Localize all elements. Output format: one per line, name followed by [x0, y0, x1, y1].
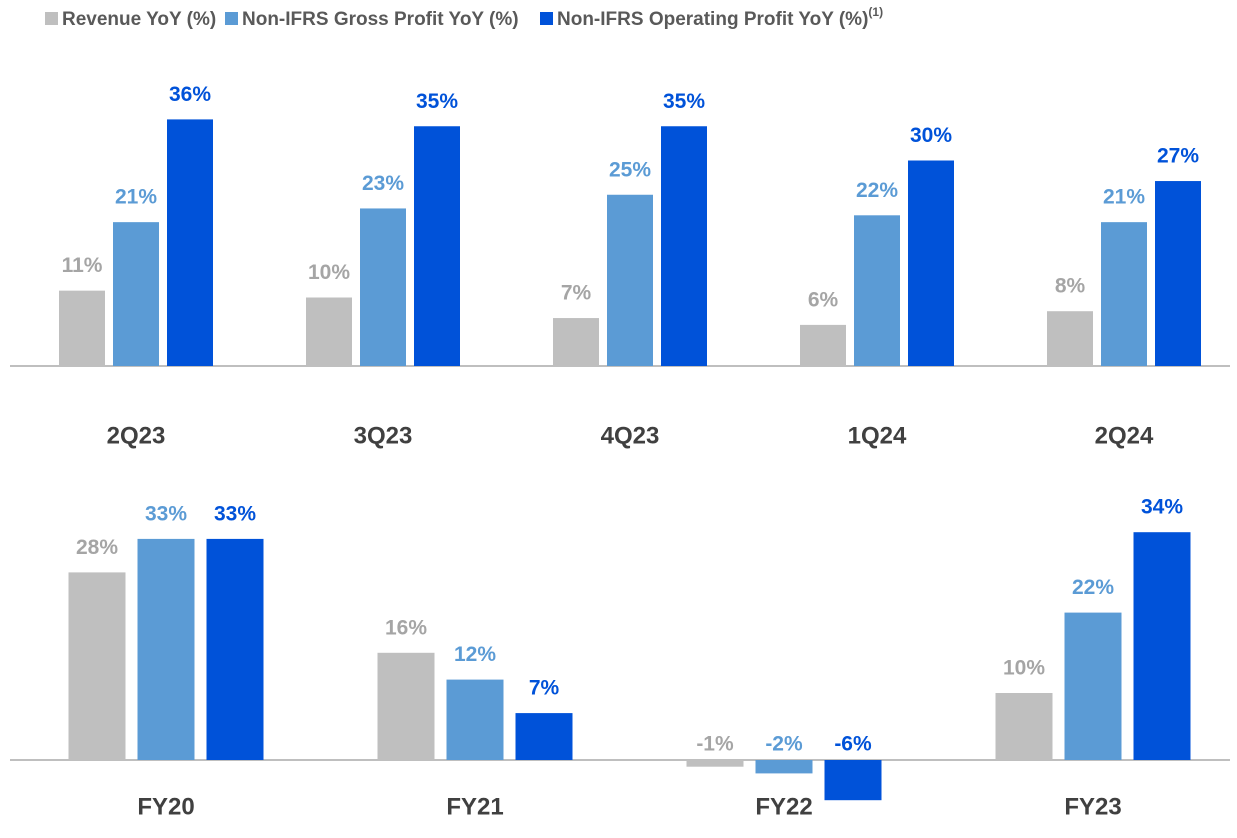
- bar: [553, 318, 599, 366]
- legend-footnote: (1): [868, 5, 883, 19]
- bar: [854, 215, 900, 366]
- x-tick-label: FY20: [137, 793, 194, 820]
- data-label: 34%: [1141, 496, 1183, 519]
- bar: [515, 713, 573, 760]
- data-label: 8%: [1055, 275, 1086, 298]
- data-label: -1%: [696, 733, 734, 756]
- data-label: 23%: [362, 172, 404, 195]
- bar: [167, 119, 213, 367]
- data-label: 7%: [529, 677, 560, 700]
- bar: [306, 297, 352, 366]
- legend-label: Non-IFRS Gross Profit YoY (%): [242, 9, 519, 30]
- bar: [995, 693, 1053, 760]
- data-label: 33%: [214, 502, 256, 525]
- bar: [1133, 532, 1191, 760]
- x-tick-label: 2Q24: [1095, 422, 1154, 449]
- x-tick-label: 3Q23: [354, 422, 413, 449]
- data-label: 10%: [1003, 657, 1045, 680]
- bar: [755, 760, 813, 774]
- x-tick-label: 1Q24: [848, 422, 907, 449]
- data-label: 30%: [910, 124, 952, 147]
- data-label: 11%: [62, 254, 103, 277]
- data-label: 27%: [1157, 145, 1199, 168]
- legend-swatch: [45, 12, 58, 25]
- bar: [607, 194, 653, 366]
- bar: [800, 324, 846, 366]
- bar: [1047, 311, 1093, 366]
- data-label: 7%: [561, 282, 592, 305]
- data-label: 28%: [76, 536, 118, 559]
- bar: [360, 208, 406, 366]
- x-tick-label: FY21: [446, 793, 503, 820]
- x-tick-label: FY23: [1064, 793, 1121, 820]
- data-label: 21%: [1103, 186, 1145, 209]
- data-label: 6%: [808, 288, 839, 311]
- bar: [661, 126, 707, 366]
- legend-swatch: [540, 12, 553, 25]
- bar: [113, 222, 159, 366]
- x-tick-label: 4Q23: [601, 422, 660, 449]
- legend-swatch: [225, 12, 238, 25]
- bar: [1155, 181, 1201, 366]
- x-tick-label: 2Q23: [107, 422, 166, 449]
- data-label: 22%: [1072, 576, 1114, 599]
- legend-label: Revenue YoY (%): [62, 9, 216, 30]
- bar: [1064, 612, 1122, 760]
- bar: [377, 652, 435, 760]
- data-label: 35%: [663, 90, 705, 113]
- bar: [824, 760, 882, 801]
- bar: [686, 760, 744, 767]
- data-label: 35%: [416, 90, 458, 113]
- data-label: 33%: [145, 502, 187, 525]
- x-tick-label: FY22: [755, 793, 812, 820]
- legend-label: Non-IFRS Operating Profit YoY (%)(1): [557, 5, 883, 30]
- data-label: 10%: [308, 261, 350, 284]
- bar: [446, 679, 504, 760]
- data-label: 12%: [454, 643, 496, 666]
- bar: [206, 538, 264, 760]
- data-label: 22%: [856, 179, 898, 202]
- data-label: -2%: [765, 733, 803, 756]
- bar: [908, 160, 954, 366]
- bar: [68, 572, 126, 760]
- data-label: 16%: [385, 616, 427, 639]
- data-label: -6%: [834, 733, 872, 756]
- data-label: 36%: [169, 83, 211, 106]
- bar: [414, 126, 460, 366]
- bar: [137, 538, 195, 760]
- data-label: 25%: [609, 158, 651, 181]
- bar: [59, 290, 105, 366]
- bar: [1101, 222, 1147, 366]
- data-label: 21%: [115, 186, 157, 209]
